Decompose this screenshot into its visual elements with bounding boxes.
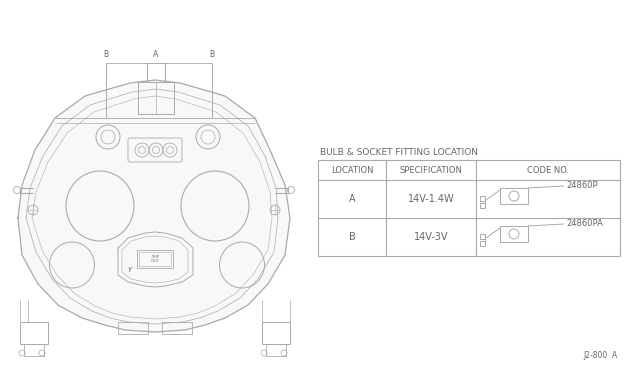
Bar <box>137 250 173 268</box>
Text: 14V-1.4W: 14V-1.4W <box>408 194 454 204</box>
Text: 24860PA: 24860PA <box>566 218 603 228</box>
Bar <box>500 188 528 204</box>
Bar <box>266 344 286 356</box>
Bar <box>480 241 485 246</box>
Text: 14V-3V: 14V-3V <box>413 232 448 242</box>
Bar <box>118 322 148 334</box>
Bar <box>480 203 485 208</box>
Bar <box>262 322 290 344</box>
Polygon shape <box>18 80 290 332</box>
Text: B: B <box>209 50 214 59</box>
Text: CODE NO.: CODE NO. <box>527 166 569 174</box>
Bar <box>500 226 528 242</box>
Text: LOCATION: LOCATION <box>331 166 373 174</box>
Bar <box>139 252 171 266</box>
Bar <box>480 234 485 239</box>
Bar <box>162 322 192 334</box>
Text: A: A <box>154 50 159 59</box>
Bar <box>480 196 485 201</box>
Text: TRIP
ODO: TRIP ODO <box>151 255 159 263</box>
Text: B: B <box>104 50 109 59</box>
Bar <box>138 82 174 114</box>
Text: J2-800  A: J2-800 A <box>584 351 618 360</box>
Text: A: A <box>349 194 355 204</box>
Text: SPECIFICATION: SPECIFICATION <box>399 166 463 174</box>
Bar <box>20 322 48 344</box>
Text: BULB & SOCKET FITTING LOCATION: BULB & SOCKET FITTING LOCATION <box>320 148 478 157</box>
Bar <box>24 344 44 356</box>
Text: B: B <box>349 232 355 242</box>
Text: Y: Y <box>128 267 132 273</box>
Text: 24860P: 24860P <box>566 180 598 189</box>
